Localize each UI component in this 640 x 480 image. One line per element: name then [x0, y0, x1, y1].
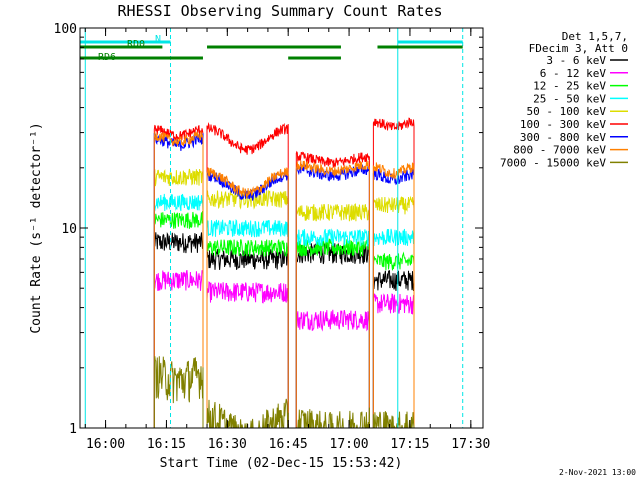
series-trace-0-segment-1 [206, 248, 289, 428]
series-trace-2-segment-3 [372, 251, 415, 428]
series-trace-4-segment-0 [153, 168, 204, 428]
footer-date: 2-Nov-2021 13:00 [559, 468, 636, 477]
series-trace-1-segment-0 [153, 269, 204, 428]
series-trace-2-segment-1 [206, 238, 289, 428]
x-tick-label-5: 17:15 [390, 437, 429, 452]
series-trace-4-segment-3 [372, 195, 415, 428]
series-trace-3-segment-0 [153, 193, 204, 428]
series-trace-0-segment-0 [153, 232, 204, 428]
x-tick-label-0: 16:00 [86, 437, 125, 452]
series-trace-8-segment-1 [206, 398, 289, 429]
legend-label-3: 25 - 50 keV [533, 92, 606, 105]
series-trace-3-segment-2 [295, 228, 370, 428]
legend-label-8: 7000 - 15000 keV [500, 156, 606, 169]
x-tick-label-6: 17:30 [451, 437, 490, 452]
series-trace-3-segment-1 [206, 219, 289, 428]
series-trace-2-segment-2 [295, 238, 370, 428]
series-trace-4-segment-1 [206, 189, 289, 428]
legend-label-5: 100 - 300 keV [520, 118, 606, 131]
legend-label-1: 6 - 12 keV [540, 67, 607, 80]
x-tick-label-3: 16:45 [269, 437, 308, 452]
legend-label-4: 50 - 100 keV [527, 105, 607, 118]
plot-data-layer [153, 117, 415, 429]
series-trace-5-segment-3 [372, 117, 415, 428]
series-trace-1-segment-2 [295, 309, 370, 428]
series-trace-3-segment-3 [372, 228, 415, 428]
legend-label-6: 300 - 800 keV [520, 131, 606, 144]
x-tick-label-4: 17:00 [330, 437, 369, 452]
legend-header-1: FDecim 3, Att 0 [529, 42, 628, 55]
axis-layer: 16:00 16:15 16:30 16:45 17:00 17:15 17:30 1 10 10… [54, 22, 491, 452]
flag-label-rd6: RD6 [98, 52, 116, 63]
series-trace-1-segment-1 [206, 281, 289, 428]
series-trace-5-segment-1 [206, 121, 289, 428]
series-trace-7-segment-2 [295, 160, 370, 428]
y-tick-label-1: 10 [61, 222, 77, 237]
legend-label-7: 800 - 7000 keV [513, 144, 606, 157]
series-trace-5-segment-2 [295, 150, 370, 428]
series-trace-8-segment-0 [153, 356, 204, 428]
series-trace-6-segment-2 [295, 163, 370, 428]
chart-title: RHESSI Observing Summary Count Rates [117, 2, 442, 20]
flag-label-n: N [155, 34, 161, 45]
series-trace-0-segment-3 [372, 270, 415, 428]
series-trace-8-segment-3 [372, 411, 415, 429]
x-tick-label-1: 16:15 [147, 437, 186, 452]
legend-label-2: 12 - 25 keV [533, 80, 606, 93]
plot-overlay-layer: N RD0 RD6 [80, 28, 464, 428]
legend-label-0: 3 - 6 keV [546, 54, 606, 67]
y-axis-label: Count Rate (s⁻¹ detector⁻¹) [29, 122, 44, 333]
series-trace-7-segment-3 [372, 162, 415, 428]
x-tick-label-2: 16:30 [208, 437, 247, 452]
y-tick-label-0: 1 [69, 422, 77, 437]
series-trace-7-segment-0 [153, 131, 204, 428]
series-trace-5-segment-0 [153, 124, 204, 428]
series-trace-2-segment-0 [153, 210, 204, 428]
x-axis-label: Start Time (02-Dec-15 15:53:42) [160, 456, 403, 471]
series-trace-7-segment-1 [206, 167, 289, 428]
series-trace-4-segment-2 [295, 203, 370, 428]
series-trace-8-segment-2 [295, 407, 370, 429]
legend-header-0: Det 1,5,7, [562, 30, 628, 43]
series-trace-1-segment-3 [372, 293, 415, 428]
y-tick-label-2: 100 [54, 22, 77, 37]
series-trace-0-segment-2 [295, 243, 370, 428]
flag-label-rd0: RD0 [127, 39, 145, 50]
